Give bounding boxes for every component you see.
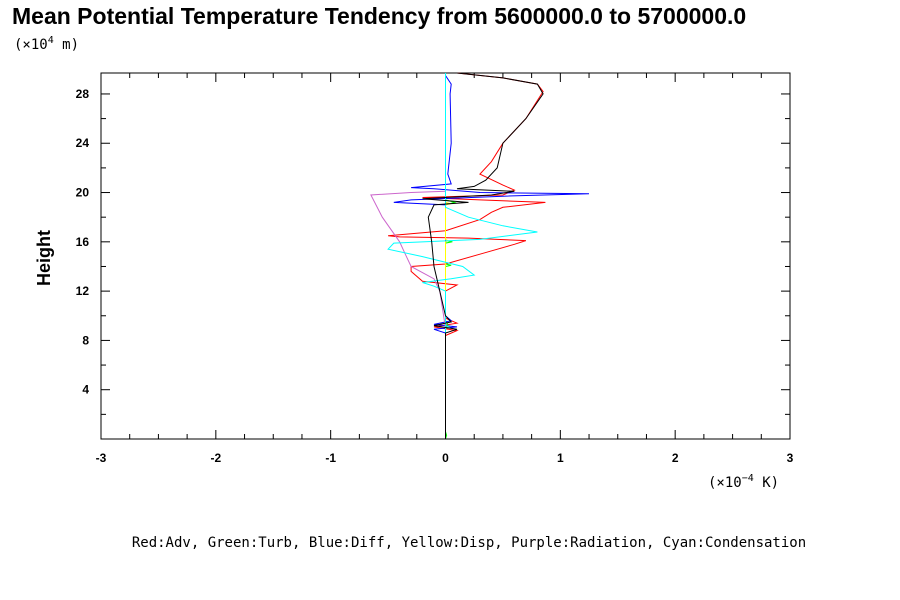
x-tick-label: 0 [442, 451, 449, 465]
x-tick-label: -1 [325, 451, 336, 465]
x-tick-label: 2 [672, 451, 679, 465]
y-unit-label: (×104 m) [14, 35, 79, 53]
x-tick-label: -2 [210, 451, 221, 465]
y-tick-label: 4 [82, 383, 89, 397]
y-axis-label: Height [34, 230, 54, 286]
x-unit-label: (×10−4 K) [708, 473, 779, 491]
chart-title: Mean Potential Temperature Tendency from… [12, 3, 746, 29]
legend-text: Red:Adv, Green:Turb, Blue:Diff, Yellow:D… [132, 535, 806, 551]
y-tick-label: 24 [76, 136, 90, 150]
y-tick-labels: 4 8 12 16 20 24 28 [76, 87, 90, 397]
series-line-radiation [370, 73, 446, 439]
series-line-condensation [387, 73, 538, 439]
x-tick-label: 3 [787, 451, 794, 465]
series-line-adv [388, 72, 546, 439]
y-tick-label: 20 [76, 186, 90, 200]
series-line-total [422, 72, 544, 439]
y-tick-label: 8 [82, 333, 89, 347]
series-line-diff [393, 75, 590, 439]
series-line-disp [445, 73, 453, 439]
data-series [370, 72, 590, 440]
y-tick-label: 12 [76, 284, 90, 298]
y-tick-label: 16 [76, 235, 90, 249]
x-tick-label: 1 [557, 451, 564, 465]
y-tick-label: 28 [76, 87, 90, 101]
tick-marks [100, 73, 791, 439]
x-tick-label: -3 [96, 451, 107, 465]
x-tick-labels: -3 -2 -1 0 1 2 3 [96, 451, 794, 465]
series-line-turb [445, 73, 457, 440]
